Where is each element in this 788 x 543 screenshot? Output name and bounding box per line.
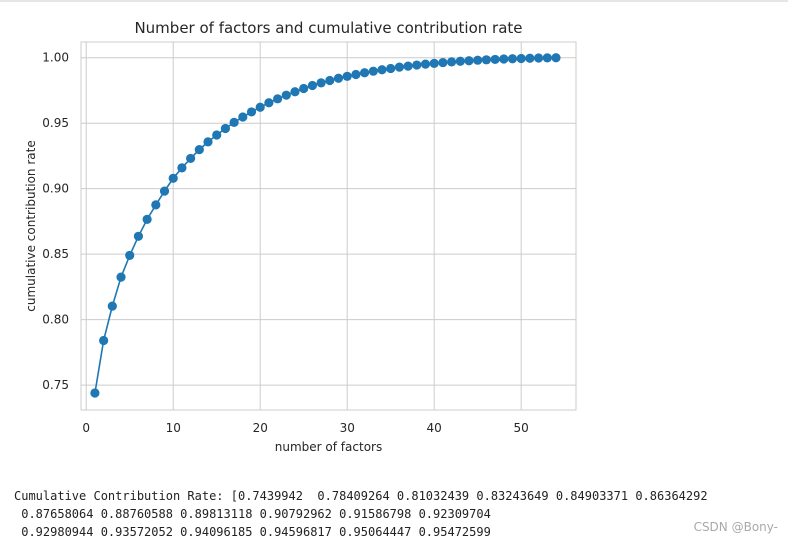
data-point xyxy=(125,250,135,261)
output-line-1: Cumulative Contribution Rate: [0.7439942… xyxy=(14,489,708,503)
data-point xyxy=(438,57,448,68)
data-point xyxy=(281,90,291,100)
data-point xyxy=(220,123,231,134)
data-point xyxy=(420,59,431,69)
data-point xyxy=(394,62,405,72)
data-point xyxy=(551,53,561,63)
data-point xyxy=(333,73,344,83)
data-point xyxy=(516,53,526,64)
data-point xyxy=(342,71,352,81)
data-point xyxy=(403,61,413,71)
y-tick-label: 0.95 xyxy=(42,116,69,130)
data-point xyxy=(229,117,239,127)
data-point xyxy=(464,56,474,66)
y-tick-label: 1.00 xyxy=(42,51,69,65)
data-point xyxy=(455,56,465,66)
data-point xyxy=(446,57,457,67)
gridlines xyxy=(81,42,576,410)
data-point xyxy=(186,153,196,164)
plot-area xyxy=(80,41,577,411)
data-point xyxy=(499,54,509,64)
x-tick-label: 40 xyxy=(427,421,442,435)
data-point xyxy=(351,69,361,80)
data-point xyxy=(151,200,161,210)
data-point xyxy=(264,98,274,108)
data-point xyxy=(542,53,552,63)
data-point xyxy=(90,388,100,398)
x-axis-label: number of factors xyxy=(275,440,382,454)
data-point xyxy=(377,65,387,75)
y-axis-label: cumulative contribution rate xyxy=(24,140,38,311)
data-point xyxy=(429,58,439,68)
output-line-2: 0.87658064 0.88760588 0.89813118 0.90792… xyxy=(14,507,491,521)
y-tick-label: 0.85 xyxy=(42,247,69,261)
data-point xyxy=(273,94,283,104)
data-point xyxy=(255,102,265,112)
data-point xyxy=(168,173,178,183)
x-tick-label: 0 xyxy=(82,421,90,435)
chart-title: Number of factors and cumulative contrib… xyxy=(134,19,522,37)
data-point xyxy=(481,55,491,65)
y-tick-label: 0.75 xyxy=(42,378,69,392)
data-point xyxy=(142,214,152,224)
data-point xyxy=(133,231,144,241)
data-point xyxy=(159,186,170,196)
data-point xyxy=(246,107,257,117)
x-tick-label: 20 xyxy=(253,421,268,435)
data-point xyxy=(116,272,126,282)
data-point xyxy=(290,87,300,97)
data-point xyxy=(412,60,422,70)
data-point xyxy=(533,53,544,63)
data-point xyxy=(212,130,222,140)
data-point xyxy=(177,163,187,173)
data-point xyxy=(490,54,500,65)
x-tick-label: 50 xyxy=(514,421,529,435)
data-point xyxy=(203,137,213,147)
data-point xyxy=(316,78,326,88)
console-output: Cumulative Contribution Rate: [0.7439942… xyxy=(14,487,708,541)
data-point xyxy=(473,55,483,65)
x-tick-label: 10 xyxy=(166,421,181,435)
data-point xyxy=(307,80,318,91)
x-tick-labels: 0 10 20 30 40 50 xyxy=(82,421,528,435)
data-point xyxy=(238,112,248,122)
y-tick-label: 0.90 xyxy=(42,182,69,196)
x-tick-label: 30 xyxy=(340,421,355,435)
data-point xyxy=(386,63,396,74)
data-point xyxy=(525,53,535,63)
data-point xyxy=(107,301,117,311)
cumulative-contribution-chart: 0 10 20 30 40 50 0.75 0.80 0.85 0.90 0.95 1.00 Num… xyxy=(24,19,577,454)
series-group xyxy=(90,53,561,398)
watermark-text: CSDN @Bony- xyxy=(693,520,778,534)
data-point xyxy=(507,54,518,64)
output-line-3: 0.92980944 0.93572052 0.94096185 0.94596… xyxy=(14,525,491,539)
y-tick-labels: 0.75 0.80 0.85 0.90 0.95 1.00 xyxy=(42,51,69,392)
data-point xyxy=(99,335,109,346)
top-divider xyxy=(0,0,788,2)
data-point xyxy=(299,83,309,94)
y-tick-label: 0.80 xyxy=(42,313,69,327)
data-point xyxy=(368,66,378,76)
data-point xyxy=(194,145,204,155)
data-point xyxy=(360,68,370,78)
data-point xyxy=(325,75,335,86)
